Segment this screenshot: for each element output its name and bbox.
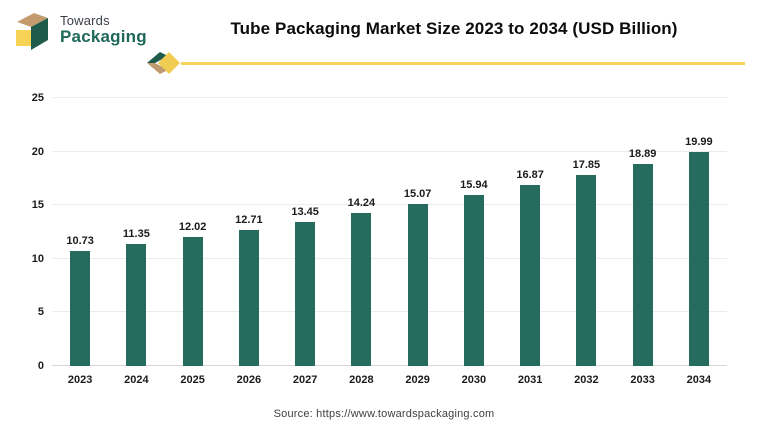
bar — [295, 221, 316, 366]
logo-text: Towards Packaging — [60, 14, 147, 45]
bar — [351, 213, 372, 366]
x-axis-tick-label: 2030 — [461, 374, 487, 386]
bar — [407, 204, 428, 366]
title-divider — [145, 49, 745, 77]
bar-group-2028: 14.24 2028 — [333, 98, 389, 386]
bar-value-label: 12.02 — [178, 221, 207, 234]
bar-value-label: 10.73 — [66, 234, 94, 247]
bar-value-label: 13.45 — [291, 205, 319, 218]
x-axis-tick-label: 2031 — [517, 374, 543, 386]
bar-group-2026: 12.71 2026 — [221, 98, 277, 386]
bar-group-2025: 12.02 2025 — [165, 98, 221, 386]
logo: Towards Packaging — [12, 9, 147, 51]
bar — [238, 229, 259, 366]
bar — [182, 237, 203, 366]
y-axis-tick-label: 10 — [31, 252, 44, 265]
bar — [576, 174, 597, 366]
bar — [520, 185, 541, 366]
bar — [70, 250, 91, 366]
bar — [632, 163, 653, 366]
logo-line2: Packaging — [60, 26, 147, 46]
bar — [463, 195, 484, 366]
x-axis-tick-label: 2025 — [180, 374, 205, 386]
source-text: Source: https://www.towardspackaging.com — [273, 408, 495, 420]
bar-value-label: 15.94 — [460, 179, 488, 192]
bar-value-label: 11.35 — [122, 228, 150, 241]
gridline — [52, 257, 727, 259]
bar-group-2030: 15.94 2030 — [446, 98, 502, 386]
y-axis-tick-label: 15 — [31, 199, 44, 212]
x-axis-tick-label: 2023 — [67, 374, 93, 386]
logo-cube-icon — [16, 13, 48, 50]
logo-line1: Towards — [60, 13, 110, 29]
bar-value-label: 19.99 — [685, 135, 713, 148]
x-axis-tick-label: 2034 — [686, 374, 712, 386]
page-title: Tube Packaging Market Size 2023 to 2034 … — [230, 19, 678, 38]
gridline — [52, 97, 727, 98]
x-axis-tick-label: 2032 — [574, 374, 599, 386]
bar-group-2031: 16.87 2031 — [502, 98, 558, 386]
gridline — [52, 365, 727, 366]
plot-area: 10.73 2023 11.35 2024 12.02 2025 12.71 2026 13.4… — [52, 97, 727, 387]
bar-value-label: 18.89 — [628, 147, 657, 160]
bar-value-label: 16.87 — [516, 169, 544, 182]
gridline — [52, 150, 727, 152]
y-axis-tick-label: 25 — [31, 92, 44, 104]
bar-group-2027: 13.45 2027 — [277, 98, 333, 386]
x-axis-tick-label: 2029 — [405, 374, 430, 386]
x-axis-tick-label: 2027 — [292, 374, 318, 386]
y-axis-tick-label: 5 — [37, 306, 44, 319]
bar-group-2032: 17.85 2032 — [558, 98, 614, 386]
bar-chart: 0 5 10 15 20 25 10.73 2023 11.35 2024 12.02 2025 12… — [18, 92, 727, 387]
gridline — [52, 311, 727, 313]
bar-value-label: 17.85 — [572, 158, 601, 171]
divider-diamond-icon — [147, 52, 180, 74]
x-axis-tick-label: 2024 — [124, 374, 149, 386]
bar-value-label: 12.71 — [235, 213, 263, 226]
bar-value-label: 14.24 — [347, 197, 376, 210]
gridline — [52, 204, 727, 206]
x-axis-tick-label: 2028 — [349, 374, 374, 386]
y-axis-tick-label: 0 — [37, 360, 44, 372]
y-axis: 0 5 10 15 20 25 — [18, 92, 44, 372]
bar-group-2023: 10.73 2023 — [52, 98, 108, 386]
bar — [688, 151, 709, 366]
x-axis-tick-label: 2026 — [236, 374, 262, 386]
bar-group-2029: 15.07 2029 — [390, 98, 446, 386]
bars-row: 10.73 2023 11.35 2024 12.02 2025 12.71 2026 13.4… — [52, 98, 727, 387]
x-axis-tick-label: 2033 — [630, 374, 655, 386]
bar-group-2024: 11.35 2024 — [108, 98, 164, 386]
y-axis-tick-label: 20 — [31, 145, 44, 158]
divider-line — [181, 61, 745, 65]
bar-group-2033: 18.89 2033 — [615, 98, 671, 387]
bar-value-label: 15.07 — [403, 188, 432, 201]
bar-group-2034: 19.99 2034 — [671, 98, 727, 386]
bar — [126, 244, 147, 366]
